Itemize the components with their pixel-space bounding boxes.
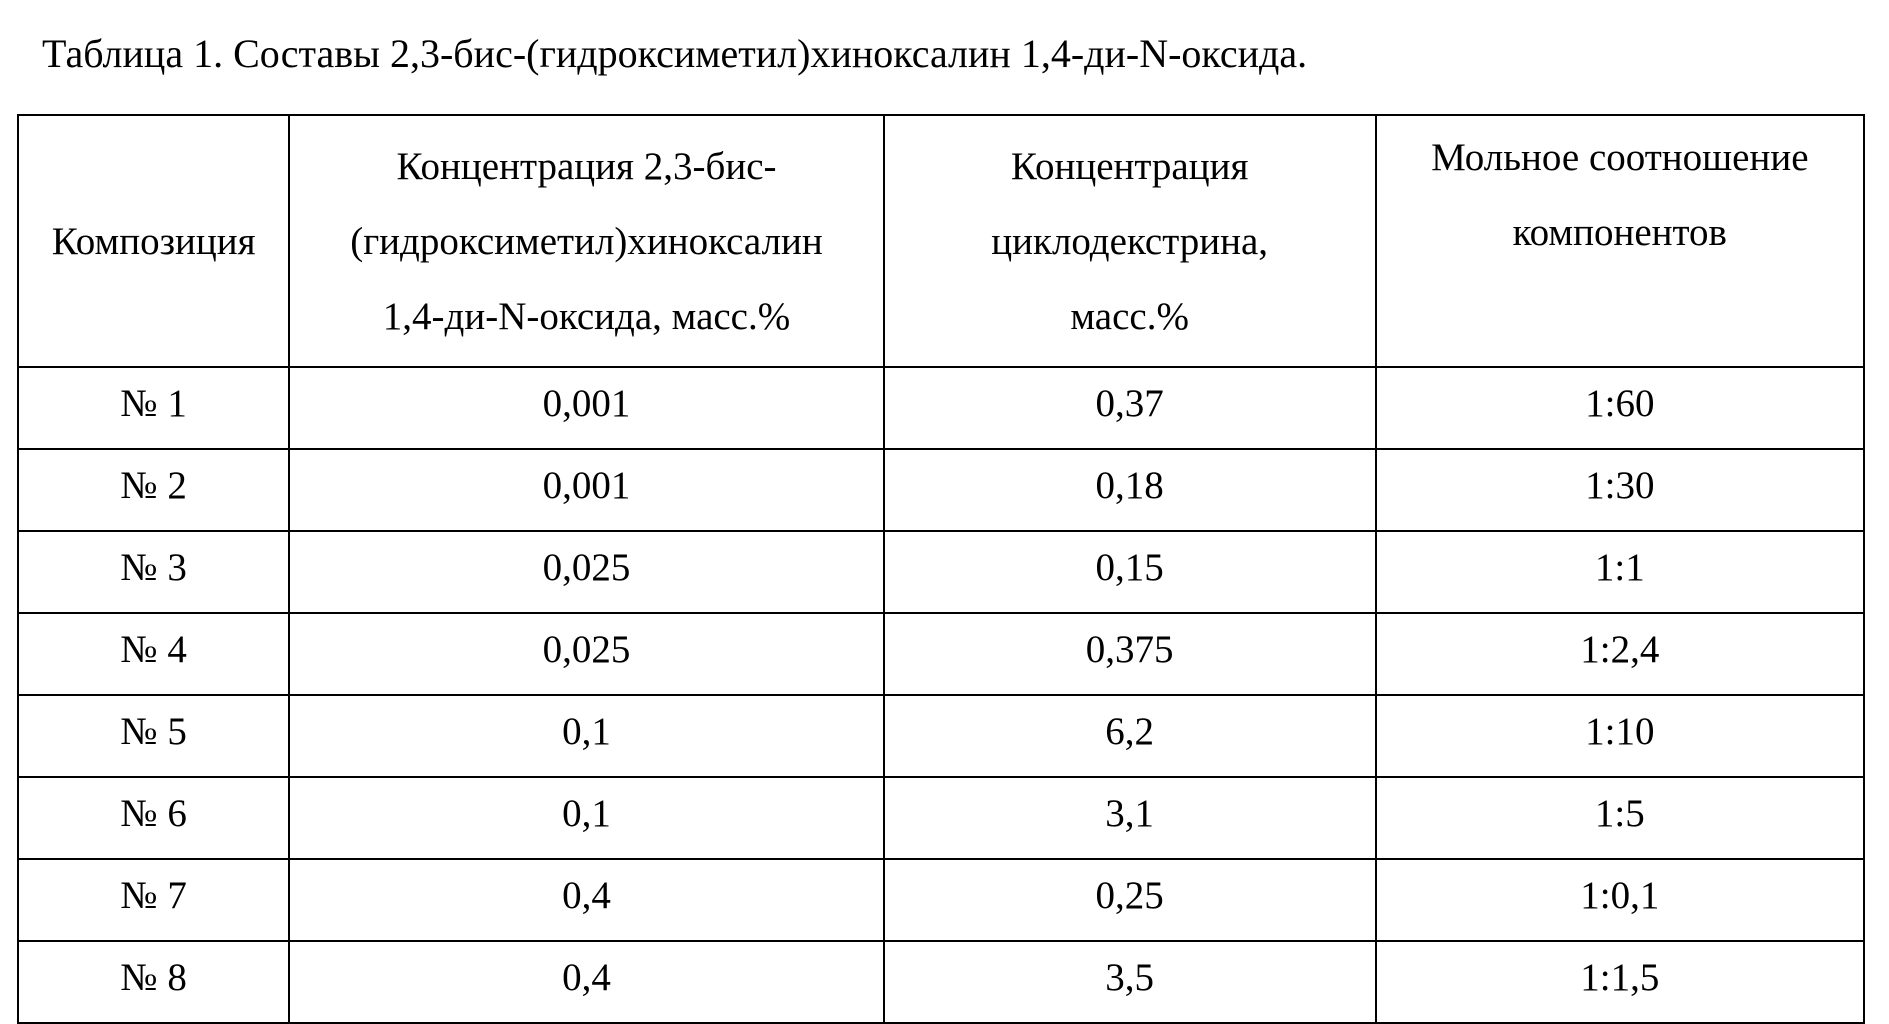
cell-cyclodextrin: 0,25 [884, 859, 1376, 941]
header-line: Концентрация [885, 129, 1375, 204]
header-line: 1,4-ди-N-оксида, масс.% [290, 279, 882, 354]
cell-molar-ratio: 1:1,5 [1376, 941, 1864, 1023]
cell-molar-ratio: 1:5 [1376, 777, 1864, 859]
cell-composition: № 5 [18, 695, 289, 777]
table-row: № 60,13,11:5 [18, 777, 1864, 859]
cell-molar-ratio: 1:1 [1376, 531, 1864, 613]
header-line: Композиция [19, 204, 288, 279]
header-line: масс.% [885, 279, 1375, 354]
cell-cyclodextrin: 3,5 [884, 941, 1376, 1023]
cell-quinoxaline: 0,025 [289, 531, 883, 613]
cell-cyclodextrin: 0,37 [884, 367, 1376, 449]
cell-cyclodextrin: 0,15 [884, 531, 1376, 613]
cell-cyclodextrin: 3,1 [884, 777, 1376, 859]
cell-molar-ratio: 1:60 [1376, 367, 1864, 449]
cell-composition: № 7 [18, 859, 289, 941]
cell-quinoxaline: 0,001 [289, 449, 883, 531]
header-line: Мольное соотношение [1377, 120, 1863, 195]
table-row: № 10,0010,371:60 [18, 367, 1864, 449]
cell-quinoxaline: 0,4 [289, 859, 883, 941]
cell-quinoxaline: 0,001 [289, 367, 883, 449]
cell-composition: № 1 [18, 367, 289, 449]
cell-cyclodextrin: 0,375 [884, 613, 1376, 695]
cell-quinoxaline: 0,025 [289, 613, 883, 695]
cell-composition: № 6 [18, 777, 289, 859]
cell-quinoxaline: 0,4 [289, 941, 883, 1023]
cell-cyclodextrin: 0,18 [884, 449, 1376, 531]
header-line: компонентов [1377, 195, 1863, 270]
header-composition: Композиция [18, 115, 289, 367]
header-cyclodextrin-concentration: Концентрация циклодекстрина, масс.% [884, 115, 1376, 367]
cell-composition: № 3 [18, 531, 289, 613]
compositions-table: Композиция Концентрация 2,3-бис- (гидрок… [17, 114, 1865, 1024]
cell-molar-ratio: 1:10 [1376, 695, 1864, 777]
cell-quinoxaline: 0,1 [289, 695, 883, 777]
table-row: № 40,0250,3751:2,4 [18, 613, 1864, 695]
cell-cyclodextrin: 6,2 [884, 695, 1376, 777]
header-row: Композиция Концентрация 2,3-бис- (гидрок… [18, 115, 1864, 367]
cell-composition: № 8 [18, 941, 289, 1023]
header-line: (гидроксиметил)хиноксалин [290, 204, 882, 279]
table-row: № 30,0250,151:1 [18, 531, 1864, 613]
header-quinoxaline-concentration: Концентрация 2,3-бис- (гидроксиметил)хин… [289, 115, 883, 367]
table-caption: Таблица 1. Составы 2,3-бис-(гидроксимети… [42, 30, 1307, 77]
table-row: № 50,16,21:10 [18, 695, 1864, 777]
cell-composition: № 4 [18, 613, 289, 695]
header-molar-ratio: Мольное соотношение компонентов [1376, 115, 1864, 367]
table-row: № 80,43,51:1,5 [18, 941, 1864, 1023]
cell-composition: № 2 [18, 449, 289, 531]
header-line: циклодекстрина, [885, 204, 1375, 279]
cell-molar-ratio: 1:0,1 [1376, 859, 1864, 941]
table-row: № 70,40,251:0,1 [18, 859, 1864, 941]
cell-quinoxaline: 0,1 [289, 777, 883, 859]
cell-molar-ratio: 1:2,4 [1376, 613, 1864, 695]
table-row: № 20,0010,181:30 [18, 449, 1864, 531]
header-line: Концентрация 2,3-бис- [290, 129, 882, 204]
cell-molar-ratio: 1:30 [1376, 449, 1864, 531]
